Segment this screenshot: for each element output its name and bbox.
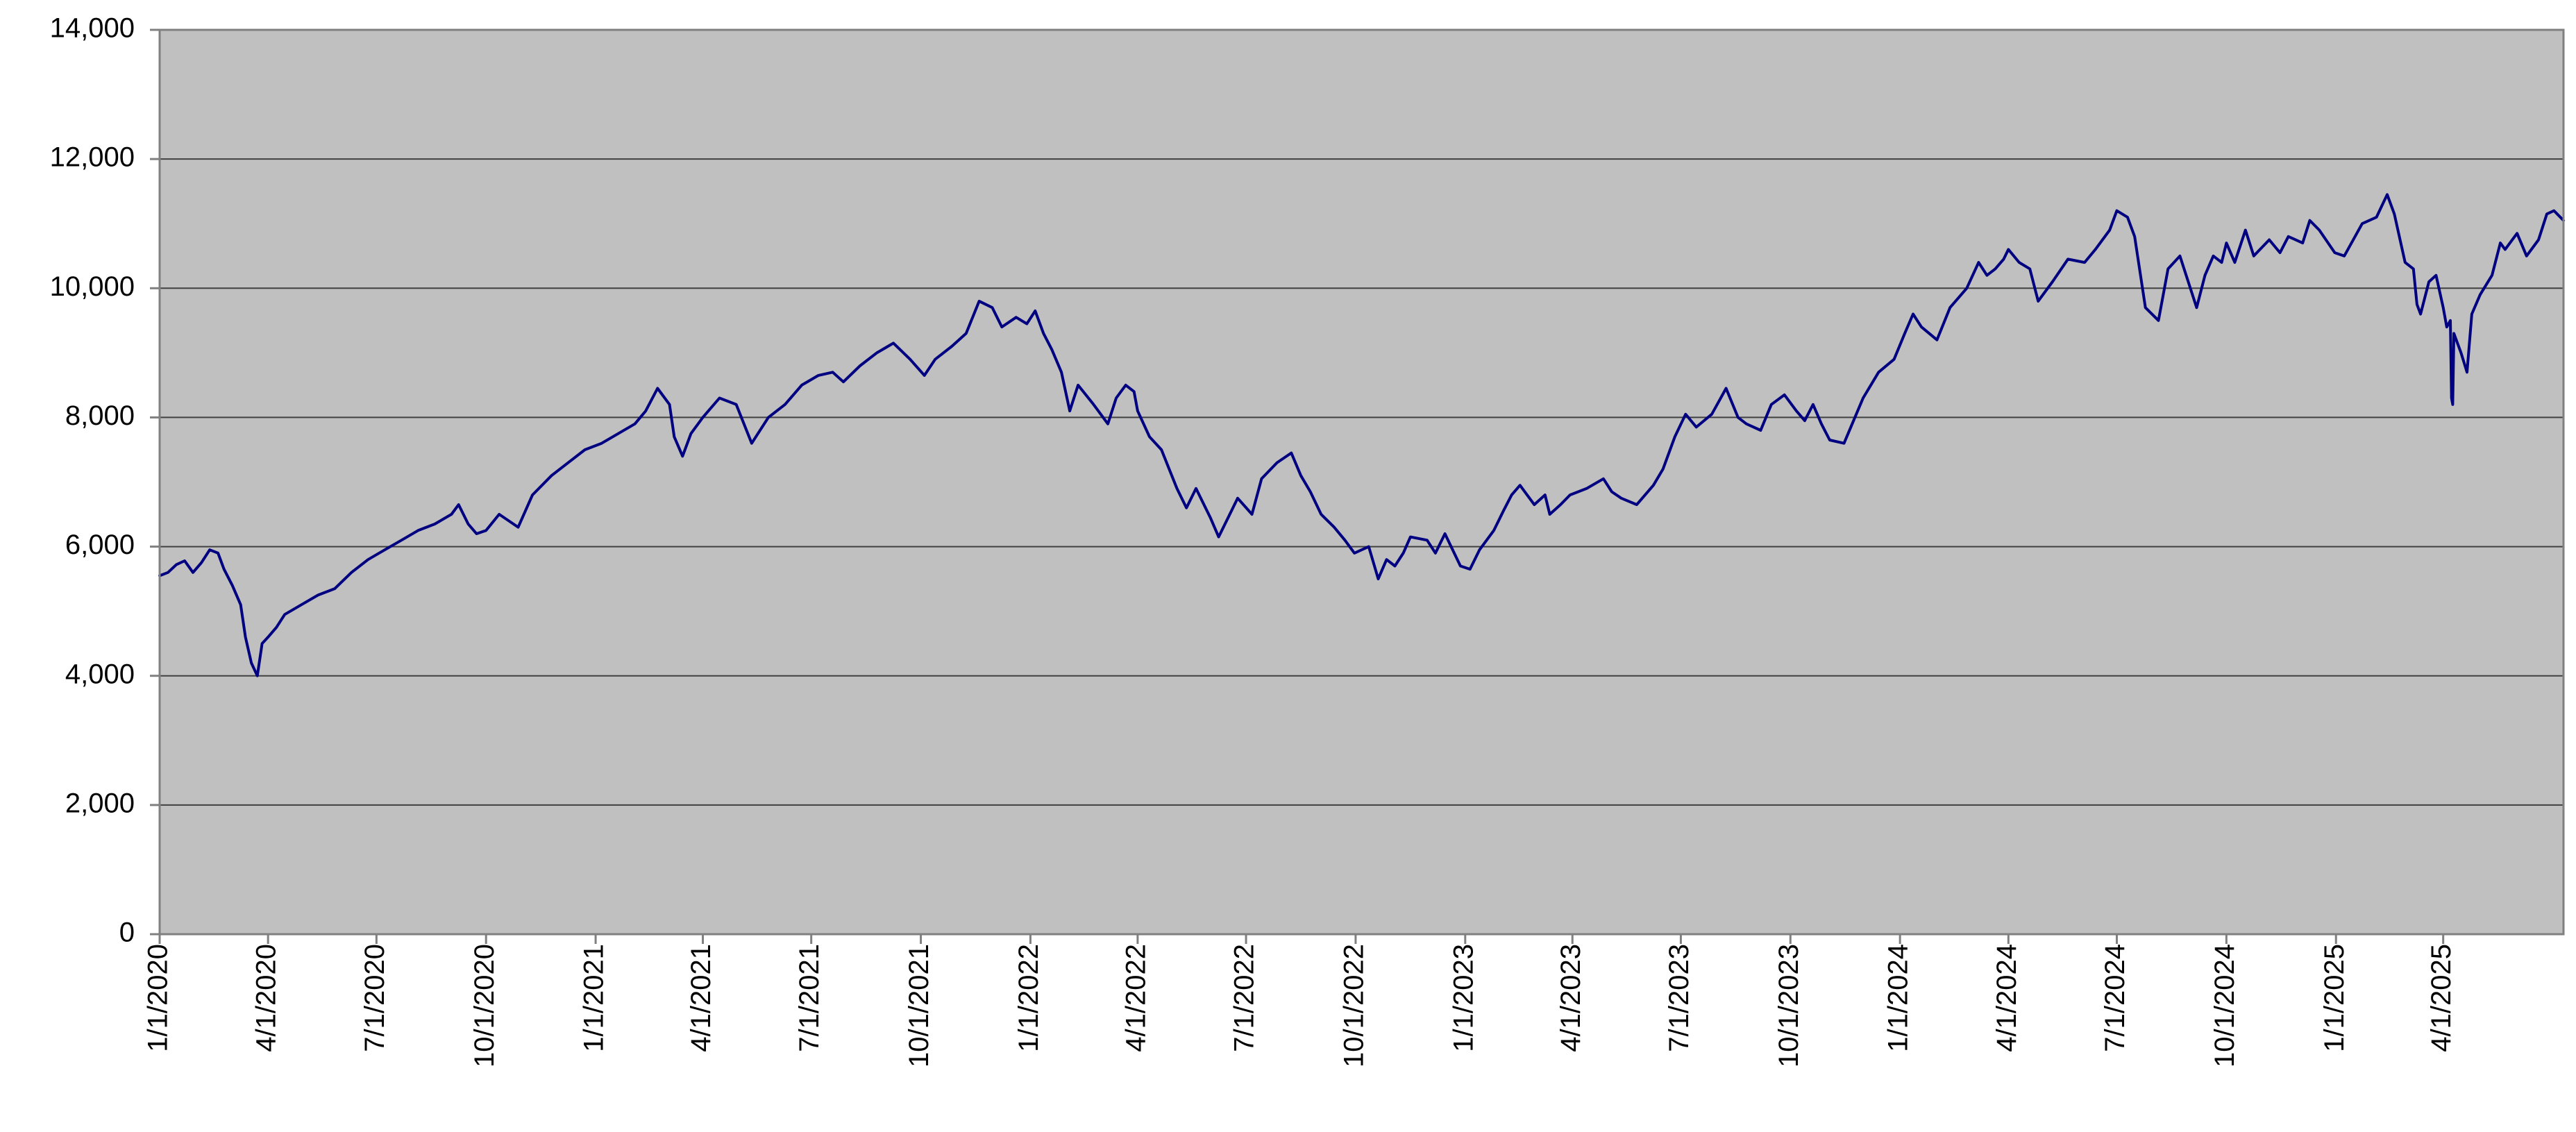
x-tick-label: 7/1/2022	[1229, 944, 1260, 1052]
y-tick-label: 10,000	[50, 271, 135, 302]
axes	[158, 28, 2565, 936]
x-tick-label: 4/1/2025	[2426, 944, 2457, 1052]
x-tick-label: 10/1/2022	[1338, 944, 1369, 1067]
x-tick-label: 1/1/2023	[1448, 944, 1479, 1052]
x-tick-label: 1/1/2020	[143, 944, 174, 1052]
x-tick-label: 4/1/2024	[1992, 944, 2022, 1052]
y-axis-ticks: 0 2,000 4,000 6,000 8,000 10,000 12,000 14,000	[50, 13, 160, 948]
x-tick-label: 7/1/2020	[360, 944, 390, 1052]
x-tick-label: 1/1/2022	[1013, 944, 1044, 1052]
series-layer	[158, 193, 2565, 677]
x-tick-label: 1/1/2021	[579, 944, 609, 1052]
series-line	[158, 193, 2565, 677]
x-tick-label: 1/1/2025	[2319, 944, 2350, 1052]
x-tick-label: 7/1/2023	[1664, 944, 1694, 1052]
x-tick-label: 4/1/2021	[686, 944, 716, 1052]
x-tick-label: 10/1/2023	[1774, 944, 1804, 1067]
y-tick-label: 6,000	[65, 530, 135, 560]
x-tick-label: 7/1/2024	[2100, 944, 2130, 1052]
y-tick-label: 14,000	[50, 13, 135, 44]
x-tick-label: 10/1/2021	[904, 944, 934, 1067]
x-tick-label: 4/1/2020	[251, 944, 282, 1052]
x-tick-label: 10/1/2024	[2209, 944, 2240, 1067]
y-tick-label: 0	[119, 918, 135, 948]
x-tick-label: 4/1/2022	[1120, 944, 1151, 1052]
x-tick-label: 1/1/2024	[1883, 944, 1914, 1052]
y-tick-label: 2,000	[65, 788, 135, 818]
plot-area	[160, 30, 2564, 934]
x-tick-label: 4/1/2023	[1556, 944, 1586, 1052]
x-tick-label: 7/1/2021	[794, 944, 825, 1052]
x-tick-label: 10/1/2020	[469, 944, 500, 1067]
y-tick-label: 8,000	[65, 400, 135, 431]
x-axis-ticks: 1/1/2020 4/1/2020 7/1/2020 10/1/2020 1/1/202…	[143, 934, 2457, 1067]
y-tick-label: 4,000	[65, 659, 135, 689]
y-tick-label: 12,000	[50, 142, 135, 173]
